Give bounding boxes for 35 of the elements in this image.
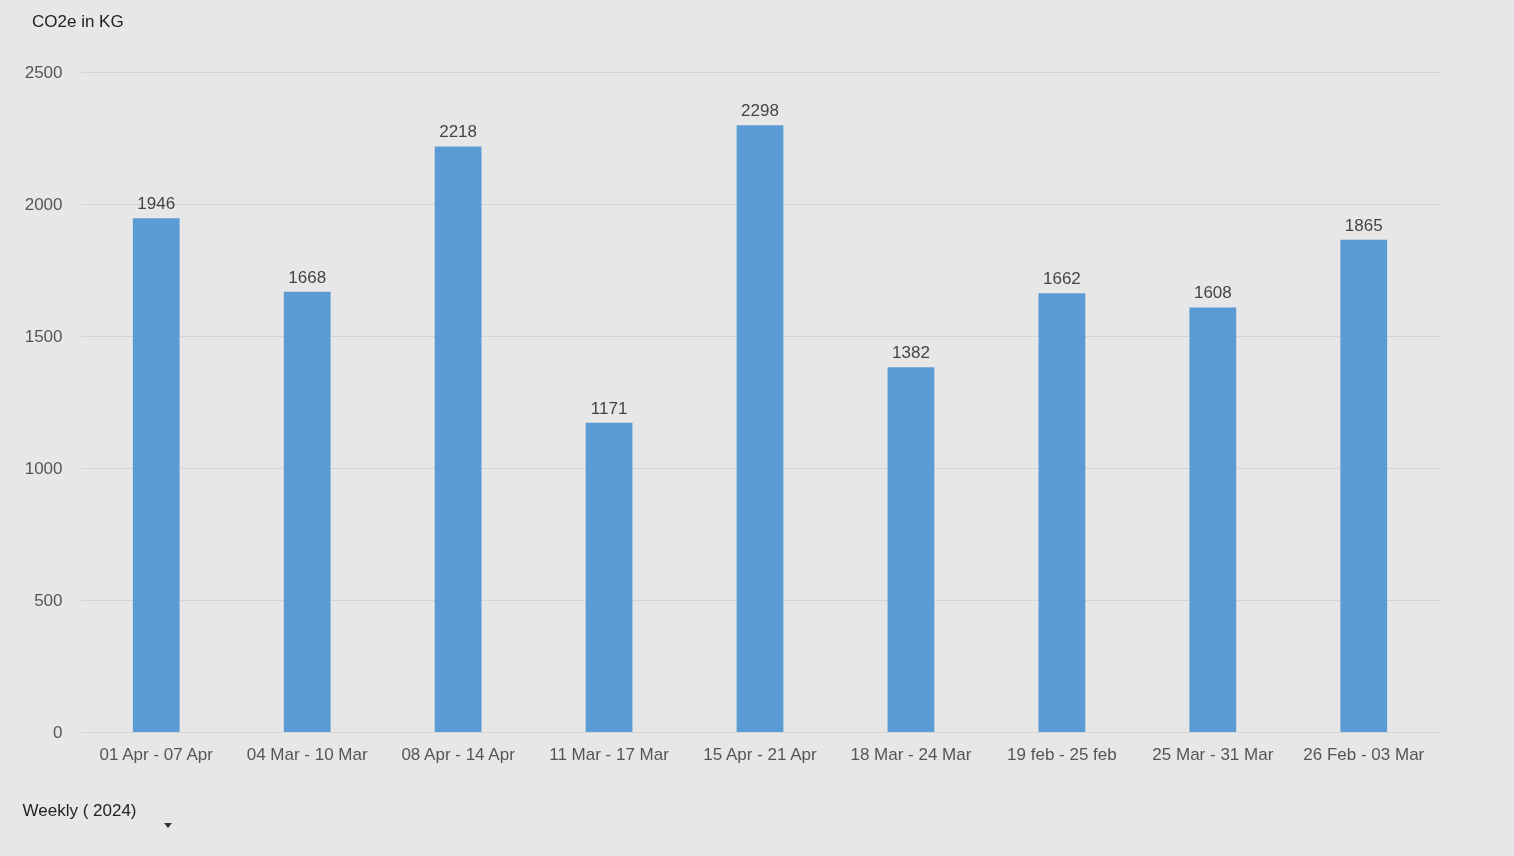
bar [1340,239,1388,732]
bar [132,218,180,732]
x-tick-label: 08 Apr - 14 Apr [401,744,516,764]
bar [434,146,482,732]
data-label: 1946 [137,194,176,214]
x-tick-label: 11 Mar - 17 Mar [549,744,670,764]
data-label: 1382 [892,343,930,363]
bar [1038,293,1086,732]
data-label: 1865 [1344,215,1383,235]
data-label: 2298 [741,101,779,121]
y-tick-label: 2000 [24,194,63,214]
x-tick-label: 15 Apr - 21 Apr [703,744,818,764]
y-tick-label: 2500 [24,62,63,82]
x-tick-label: 18 Mar - 24 Mar [850,744,972,764]
bar [736,125,784,732]
bar [585,422,633,732]
x-tick-label: 25 Mar - 31 Mar [1152,744,1274,764]
bar [887,367,935,732]
x-tick-label: 04 Mar - 10 Mar [246,744,368,764]
y-tick-label: 1000 [24,458,63,478]
x-axis-title: Weekly ( 2024) [22,800,137,820]
data-label: 2218 [439,122,478,142]
bar [1189,307,1237,732]
x-tick-label: 19 feb - 25 feb [1007,744,1117,764]
y-tick-label: 500 [34,590,63,610]
x-tick-label: 01 Apr - 07 Apr [99,744,214,764]
data-label: 1668 [288,267,327,287]
x-tick-label: 26 Feb - 03 Mar [1303,744,1425,764]
bar [283,291,331,732]
data-label: 1171 [590,398,628,418]
chart-title: CO2e in KG [32,12,124,31]
y-tick-label: 0 [53,722,63,742]
data-label: 1608 [1193,283,1232,303]
y-tick-label: 1500 [24,326,63,346]
data-label: 1662 [1042,269,1081,289]
